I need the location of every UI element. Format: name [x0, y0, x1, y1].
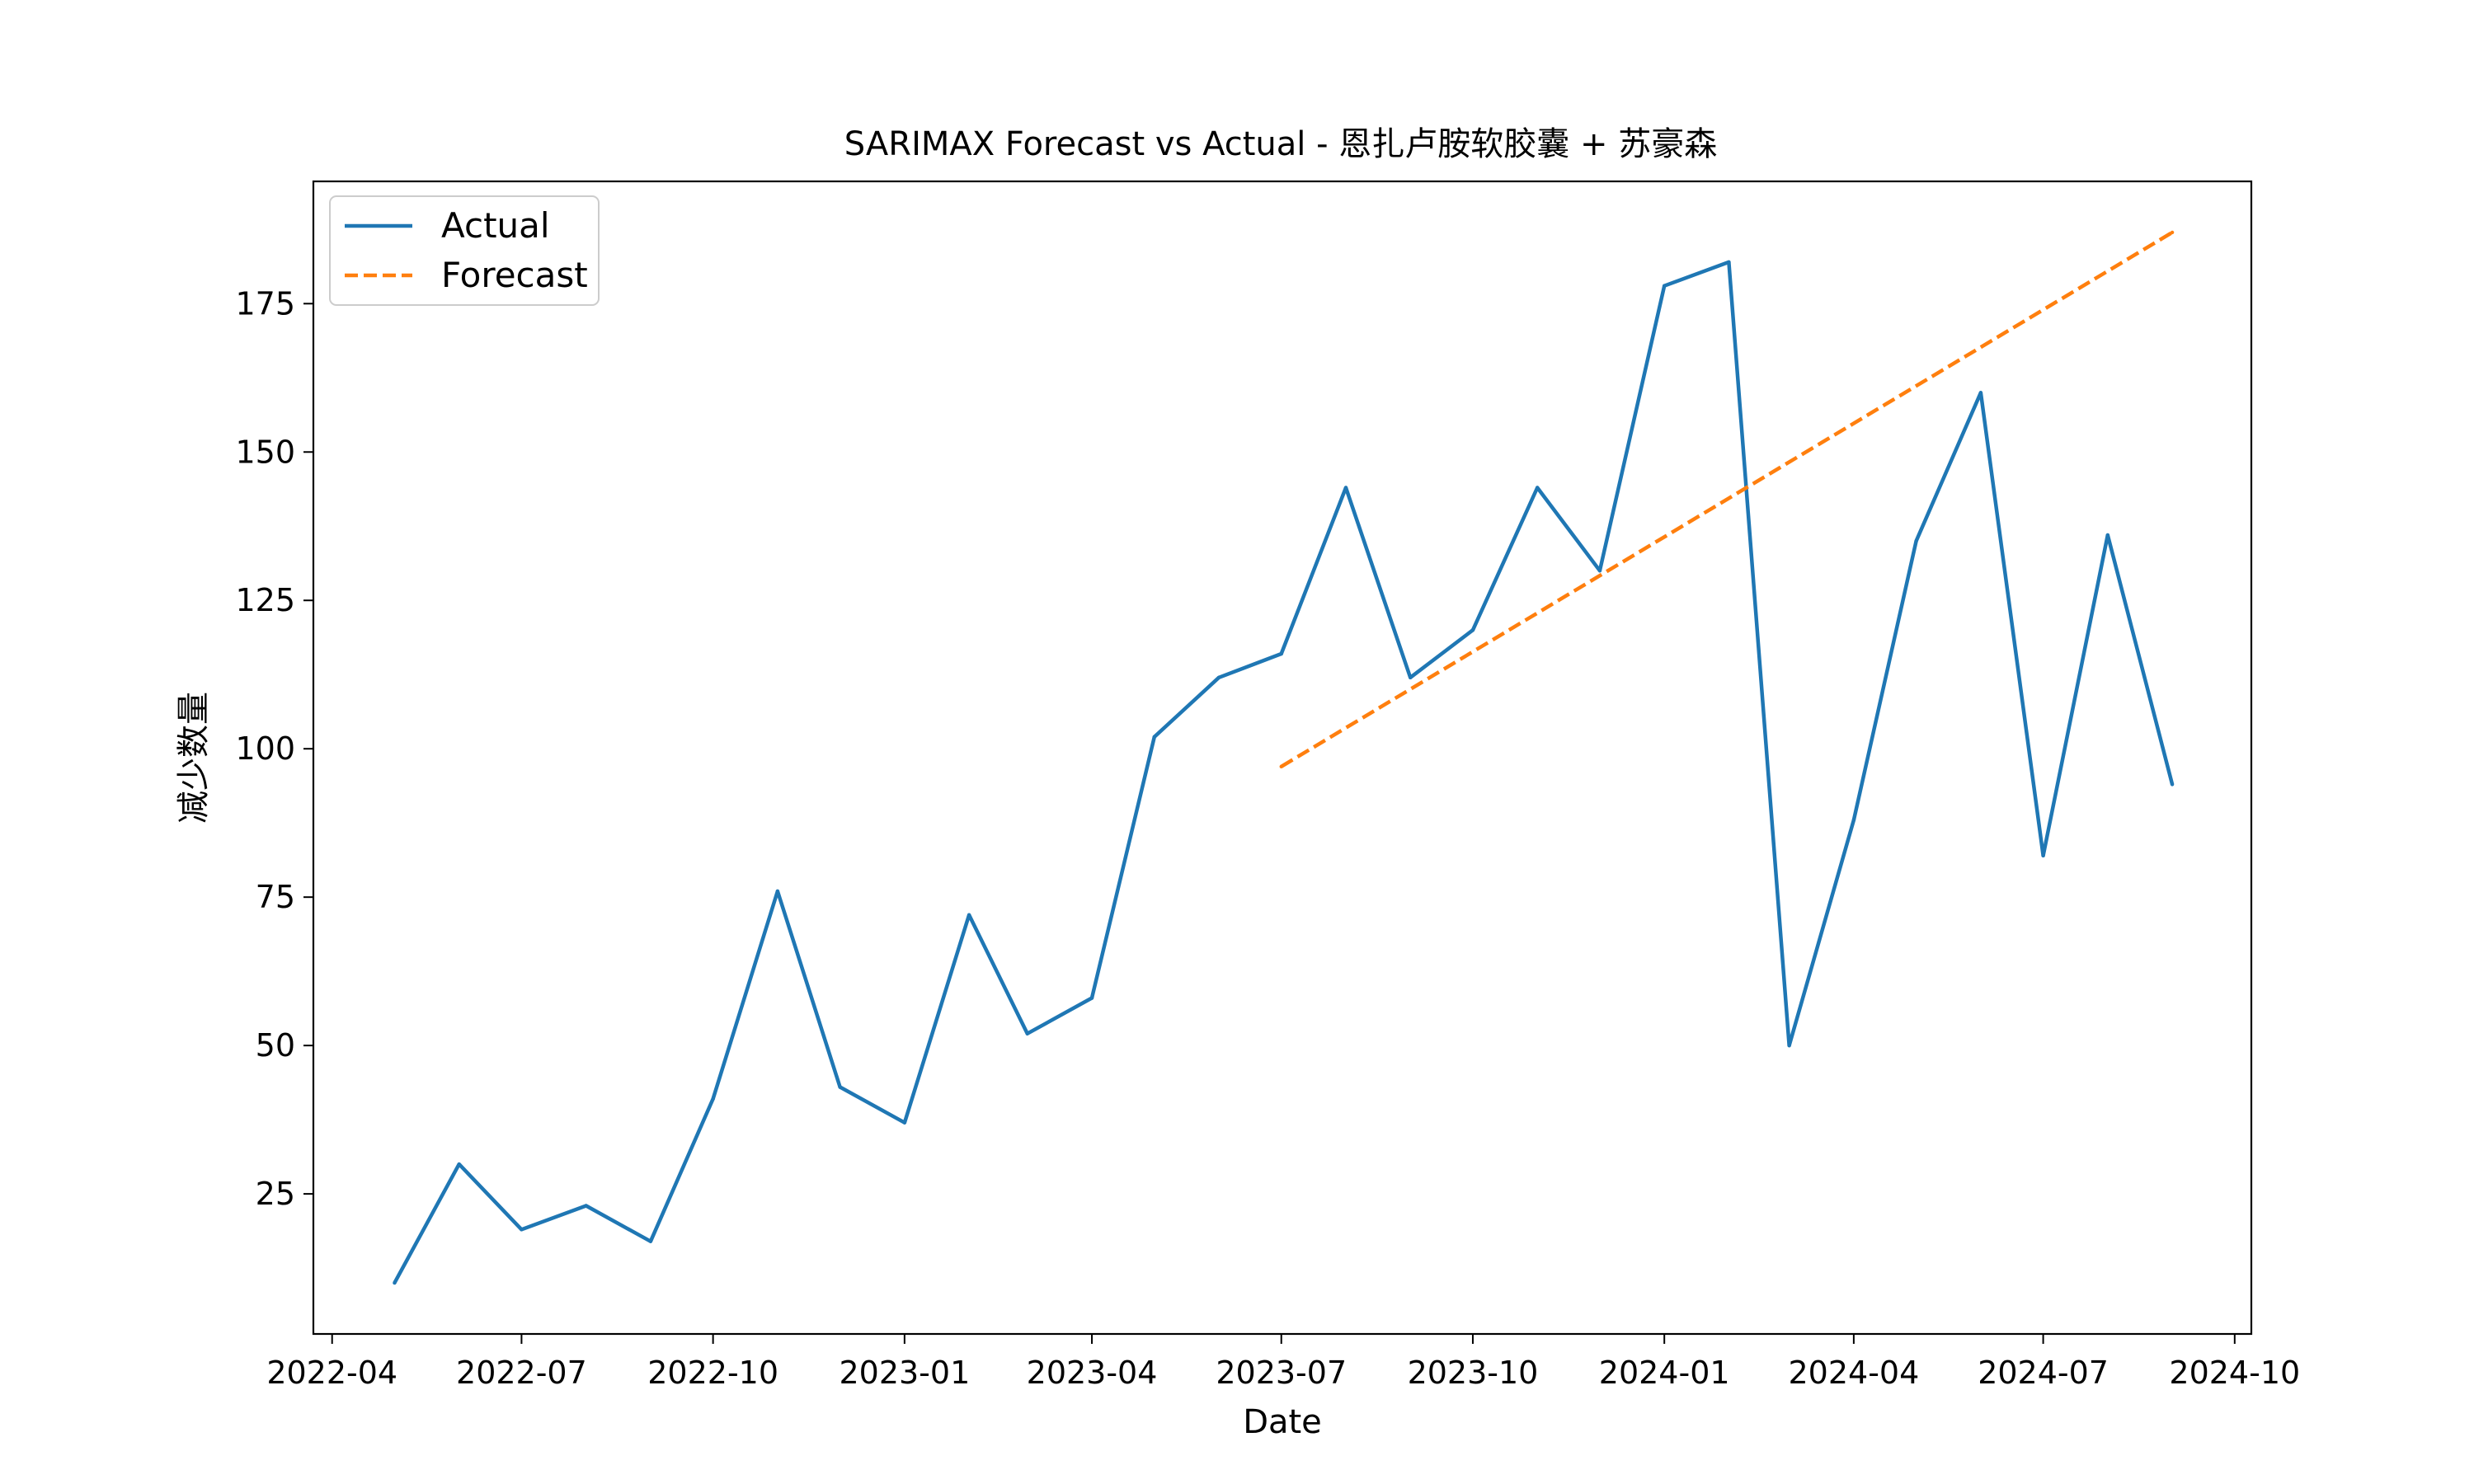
y-tick-label: 125 [235, 582, 295, 618]
actual-data-point [584, 1204, 588, 1208]
forecast-series-line [1280, 230, 2174, 768]
x-tick-label: 2023-07 [1216, 1355, 1347, 1391]
actual-data-point [1536, 486, 1540, 490]
actual-data-point [1025, 1031, 1029, 1036]
x-tick-label: 2022-07 [456, 1355, 587, 1391]
actual-data-point [1978, 391, 1983, 395]
x-tick-label: 2023-10 [1408, 1355, 1539, 1391]
y-tick-label: 150 [235, 434, 295, 470]
actual-data-point [520, 1228, 524, 1232]
y-tick-label: 100 [235, 730, 295, 767]
x-axis-title: Date [1243, 1403, 1322, 1441]
y-tick-label: 50 [256, 1027, 295, 1064]
y-tick-label: 25 [256, 1176, 295, 1212]
actual-data-point [457, 1162, 461, 1167]
actual-data-point [1152, 735, 1156, 740]
legend-actual-label: Actual [441, 205, 550, 246]
actual-data-point [393, 1280, 397, 1285]
actual-data-point [711, 1097, 715, 1101]
y-axis-title: 减少数量 [175, 692, 213, 824]
actual-data-point [2041, 853, 2045, 857]
actual-data-point [1470, 628, 1475, 632]
forecast-data-point [1279, 764, 1283, 768]
actual-data-point [648, 1239, 653, 1243]
chart-title: SARIMAX Forecast vs Actual - 恩扎卢胺软胶囊 + 苏… [844, 125, 1717, 163]
actual-data-point [838, 1085, 842, 1089]
plot-series [393, 230, 2175, 1285]
actual-data-point [775, 889, 780, 894]
actual-data-point [1914, 539, 1918, 543]
x-tick-label: 2024-10 [2169, 1355, 2300, 1391]
x-tick-label: 2024-01 [1599, 1355, 1730, 1391]
y-tick-label: 75 [256, 879, 295, 915]
actual-data-point [1409, 675, 1413, 680]
x-tick-label: 2024-04 [1788, 1355, 1919, 1391]
actual-data-point [1851, 818, 1856, 822]
actual-data-point [2105, 533, 2110, 538]
actual-data-point [1787, 1043, 1791, 1048]
legend: Actual Forecast [329, 195, 600, 306]
x-tick-label: 2024-07 [1978, 1355, 2109, 1391]
y-axis-ticks: 25 50 75 100 125 150 175 [235, 285, 313, 1212]
actual-data-point [902, 1120, 907, 1125]
actual-data-point [1662, 284, 1667, 288]
legend-forecast-label: Forecast [441, 255, 588, 295]
forecast-data-point [2170, 230, 2175, 235]
actual-data-point [1597, 569, 1602, 573]
actual-data-point [1727, 260, 1731, 265]
actual-data-point [1343, 486, 1348, 490]
x-axis-ticks: 2022-04 2022-07 2022-10 2023-01 2023-04 2023-… [266, 1334, 2300, 1391]
plot-frame [312, 180, 2253, 1336]
actual-data-point [1216, 675, 1221, 680]
y-tick-label: 175 [235, 285, 295, 322]
actual-data-point [2170, 782, 2175, 787]
x-tick-label: 2023-04 [1027, 1355, 1158, 1391]
actual-data-point [1279, 651, 1283, 656]
x-tick-label: 2022-04 [266, 1355, 397, 1391]
x-tick-label: 2022-10 [647, 1355, 778, 1391]
actual-data-point [1089, 996, 1094, 1000]
actual-data-point [967, 913, 971, 917]
legend-box [329, 195, 600, 306]
x-tick-label: 2023-01 [839, 1355, 970, 1391]
